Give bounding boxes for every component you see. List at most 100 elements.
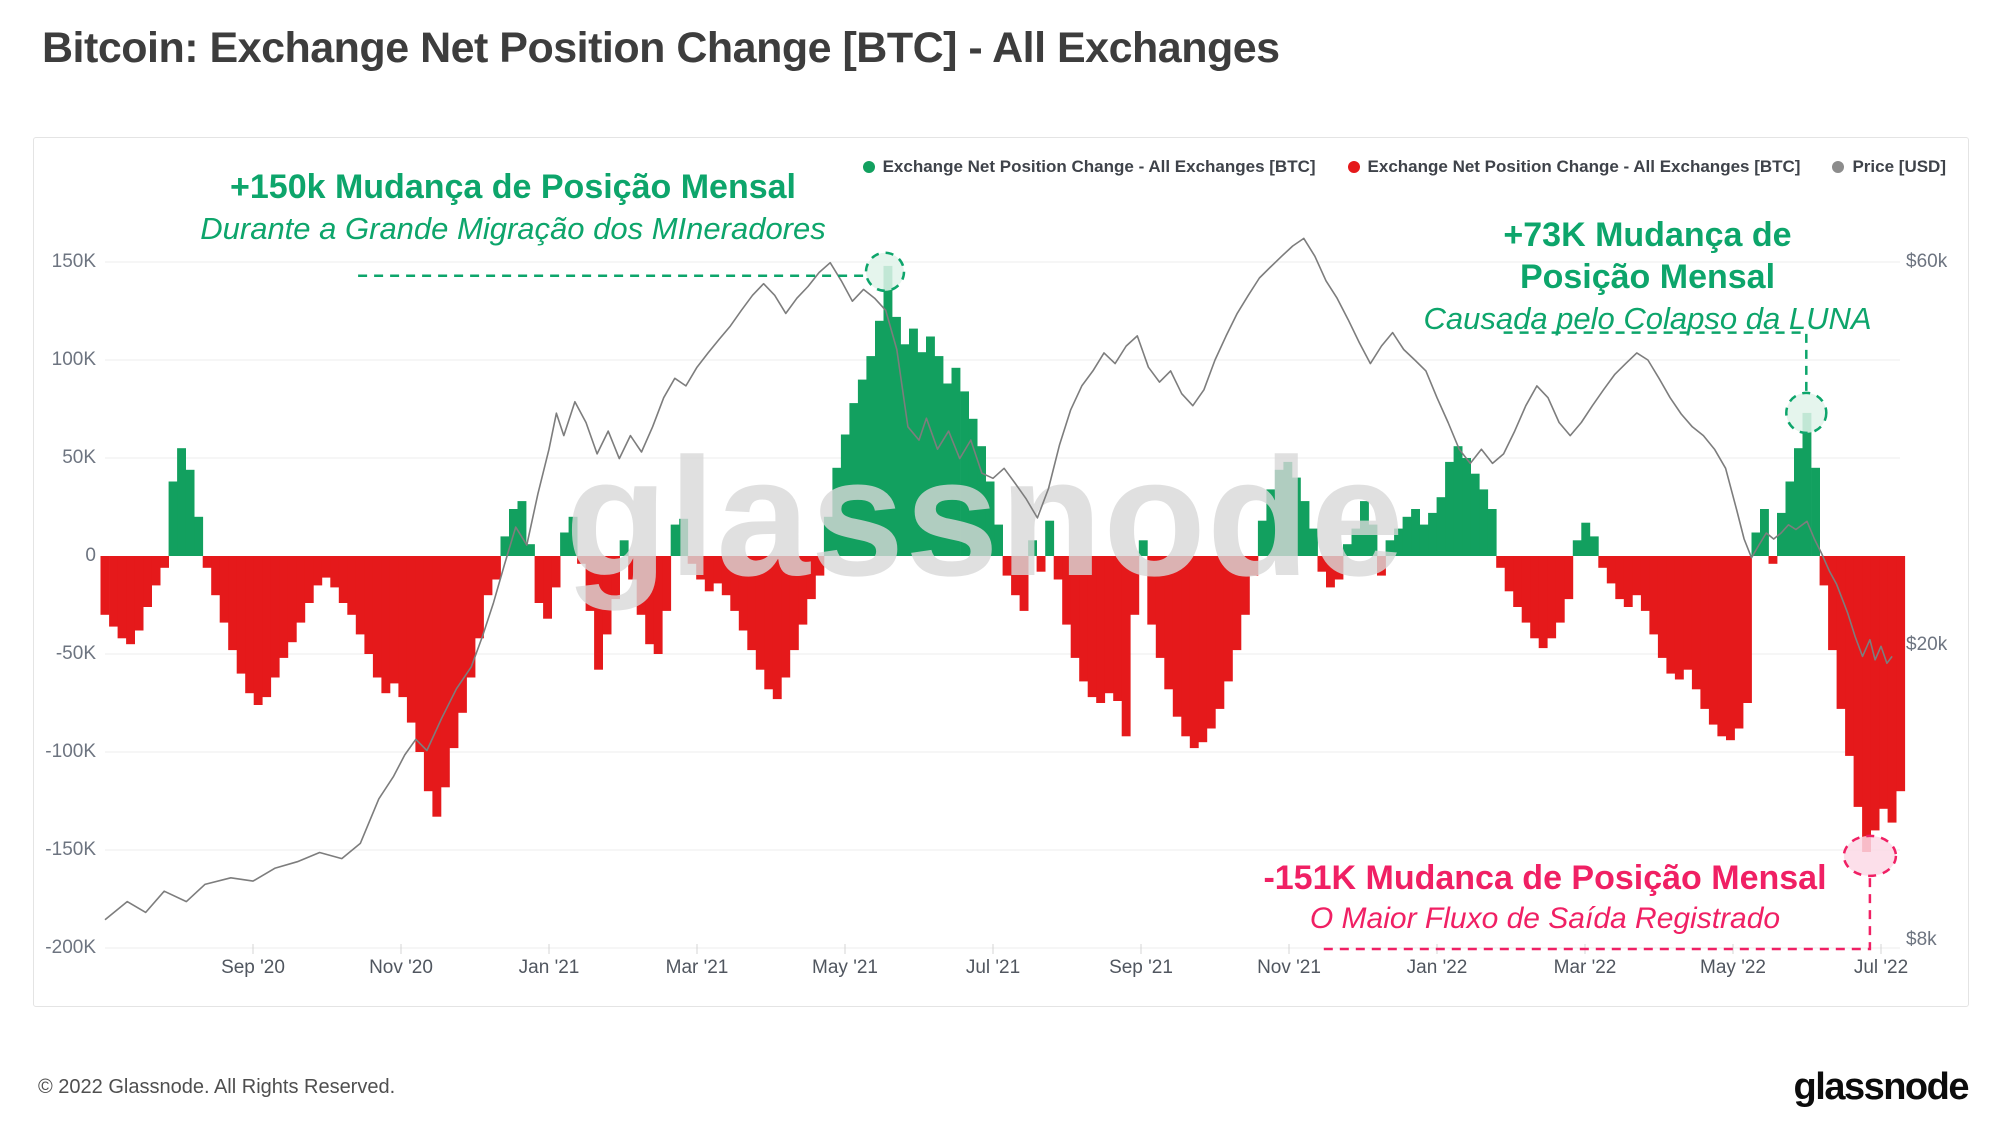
bar: [1079, 556, 1089, 682]
bar: [1019, 556, 1029, 611]
bar: [1223, 556, 1233, 682]
bar: [1870, 556, 1880, 831]
bar: [670, 524, 680, 556]
legend: Exchange Net Position Change - All Excha…: [862, 157, 1946, 177]
bar: [177, 448, 186, 556]
bar: [1572, 540, 1582, 556]
bar: [406, 556, 416, 723]
bar: [1555, 556, 1565, 623]
glassnode-logo: glassnode: [1793, 1066, 1970, 1108]
bar: [1598, 556, 1608, 568]
bar: [1283, 461, 1293, 556]
legend-item[interactable]: Price [USD]: [1832, 157, 1946, 177]
bar: [1836, 556, 1846, 709]
bar: [1896, 556, 1906, 792]
bar: [977, 446, 986, 556]
bar: [1470, 473, 1480, 556]
bar: [296, 556, 306, 623]
bar: [823, 516, 833, 556]
bar: [772, 556, 782, 700]
bar: [1794, 448, 1803, 556]
bar: [551, 556, 561, 588]
bar: [194, 516, 204, 556]
bar: [1640, 556, 1650, 611]
bar: [1862, 556, 1871, 852]
bar: [1053, 556, 1063, 580]
bar: [466, 556, 476, 678]
legend-item[interactable]: Exchange Net Position Change - All Excha…: [862, 157, 1316, 177]
bar: [1589, 536, 1599, 556]
bar: [543, 556, 552, 619]
bar: [943, 383, 952, 556]
bar: [1121, 556, 1131, 737]
bar: [1300, 501, 1310, 556]
x-tick-label: Nov '20: [369, 957, 433, 978]
bar: [517, 501, 527, 556]
bar: [985, 481, 995, 556]
bar: [1326, 556, 1335, 588]
bar: [1215, 556, 1225, 709]
bar: [330, 556, 340, 588]
bar: [253, 556, 263, 705]
bar: [866, 356, 876, 556]
legend-dot-icon: [1832, 161, 1845, 173]
bar: [1453, 446, 1463, 556]
annotation-outflow-title: -151K Mudanca de Posição Mensal: [1263, 859, 1827, 897]
bar: [1368, 524, 1378, 556]
bar: [1070, 556, 1080, 658]
bar: [1113, 556, 1123, 701]
bar: [900, 344, 910, 556]
bar: [585, 556, 595, 611]
bar: [968, 418, 978, 556]
bar: [713, 556, 723, 584]
bar: [1419, 524, 1429, 556]
footer-copyright: © 2022 Glassnode. All Rights Reserved.: [38, 1076, 396, 1098]
bar: [1462, 458, 1471, 556]
bar: [857, 379, 867, 556]
bar: [355, 556, 365, 635]
bar: [917, 352, 927, 556]
bar: [849, 403, 859, 556]
bar: [1530, 556, 1540, 639]
bar: [1028, 540, 1037, 556]
bar: [1538, 556, 1548, 649]
bar: [1309, 528, 1318, 556]
callout-dash-outflow: [1323, 875, 1872, 951]
callout-marker-miners: [864, 251, 906, 293]
x-tick-label: Jan '21: [518, 957, 580, 978]
bar: [381, 556, 391, 694]
bar: [1036, 556, 1046, 572]
bar: [560, 532, 569, 556]
bar: [568, 516, 578, 556]
y-right-tick-label: $20k: [1906, 634, 1948, 655]
bar: [364, 556, 374, 654]
bar: [1343, 544, 1352, 556]
x-tick-label: Nov '21: [1257, 957, 1321, 978]
bar: [1811, 467, 1820, 556]
bar: [526, 544, 535, 556]
bar: [1521, 556, 1531, 623]
bar: [1768, 556, 1778, 564]
bar: [449, 556, 459, 749]
legend-item[interactable]: Exchange Net Position Change - All Excha…: [1347, 157, 1800, 177]
bar: [100, 556, 110, 615]
bar: [245, 556, 255, 694]
bar: [1819, 556, 1829, 586]
annotation-outflow: -151K Mudanca de Posição Mensal O Maior …: [1190, 858, 1900, 939]
bar: [1853, 556, 1863, 807]
bar: [1130, 556, 1140, 615]
annotation-luna: +73K Mudança de Posição Mensal Causada p…: [1380, 214, 1915, 340]
y-left-tick-label: -200K: [45, 937, 96, 958]
bar: [1087, 556, 1097, 698]
bar: [1240, 556, 1250, 615]
bar: [806, 556, 816, 600]
bar: [219, 556, 229, 623]
bar: [602, 556, 612, 635]
y-left-tick-label: -100K: [45, 741, 96, 762]
annotation-outflow-subtitle: O Maior Fluxo de Saída Registrado: [1309, 902, 1781, 935]
bar: [126, 556, 135, 645]
bar: [892, 316, 901, 556]
y-left-tick-label: -150K: [45, 839, 96, 860]
bar: [653, 556, 663, 654]
